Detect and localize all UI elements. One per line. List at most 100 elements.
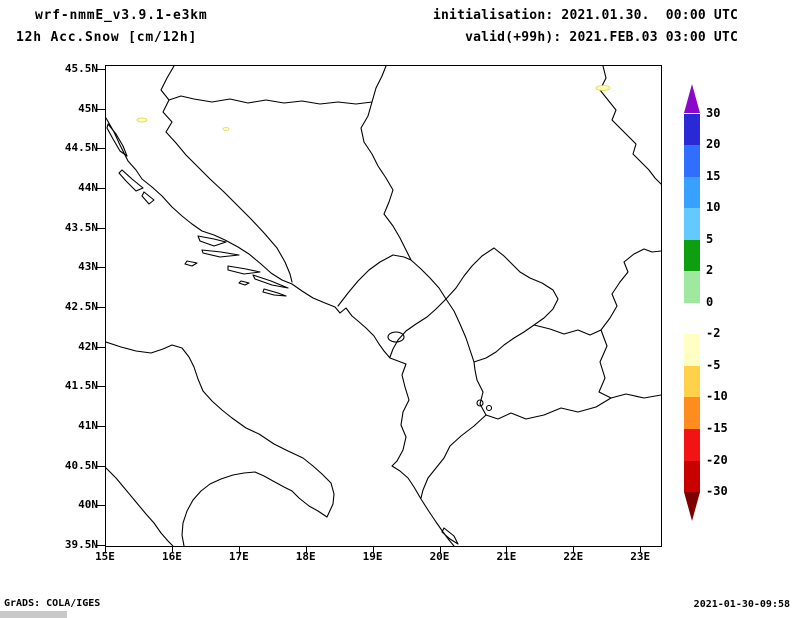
lat-tick-label: 43.5N — [64, 220, 98, 234]
colorbar-segment — [684, 397, 700, 430]
lon-tick-mark — [105, 546, 106, 553]
croatia-bosnia-border — [160, 66, 293, 283]
colorbar-level-label: 10 — [706, 200, 721, 215]
macedonia-bulgaria-border — [598, 329, 612, 399]
lon-tick-label: 19E — [362, 550, 383, 563]
model-title: wrf-nmmE_v3.9.1-e3km — [35, 8, 208, 23]
colorbar-segment — [684, 145, 700, 177]
lat-tick-label: 41N — [78, 418, 98, 432]
lon-tick-mark — [640, 546, 642, 553]
lon-tick-mark — [305, 546, 307, 553]
lat-tick-label: 40N — [78, 498, 98, 512]
lat-tick-label: 41.5N — [64, 379, 98, 393]
greece-bulgaria-border — [610, 393, 661, 399]
colorbar-segment — [684, 334, 700, 366]
colorbar-level-label: 30 — [706, 105, 721, 120]
lat-tick-label: 42.5N — [64, 299, 98, 313]
lat-tick-label: 45.5N — [64, 61, 98, 75]
lat-tick-mark — [97, 505, 105, 507]
colorbar-segment — [684, 460, 700, 493]
kosovo-border — [445, 247, 559, 363]
lon-tick-label: 15E — [95, 550, 115, 563]
map-svg — [106, 66, 661, 546]
colorbar-arrow-top — [684, 84, 700, 113]
valid-time: valid(+99h): 2021.FEB.03 03:00 UTC — [465, 30, 738, 45]
lat-tick-mark — [97, 108, 105, 110]
calabria-coastline — [106, 467, 174, 546]
montenegro-albania-border — [389, 298, 447, 358]
adriatic-east-coastline — [106, 117, 455, 546]
lat-tick-mark — [97, 425, 105, 427]
lon-tick-label: 22E — [563, 550, 584, 563]
colorbar-level-label: -20 — [706, 452, 728, 467]
colorbar-level-label: 0 — [706, 294, 714, 309]
colorbar-segment — [684, 239, 700, 272]
lon-tick-mark — [238, 546, 240, 553]
serbia-bulgaria-border — [600, 248, 661, 331]
map-frame — [105, 65, 662, 547]
lat-tick-mark — [97, 306, 105, 308]
serbia-romania-border — [599, 66, 661, 185]
lon-tick-label: 23E — [630, 550, 651, 563]
taskbar-sliver — [0, 611, 67, 618]
italy-coastline — [106, 341, 335, 546]
montenegro-serbia-border — [410, 259, 447, 300]
lat-tick-mark — [97, 386, 105, 388]
lat-tick-mark — [97, 346, 105, 348]
colorbar-arrow-bottom — [684, 492, 700, 522]
colorbar-level-label: -30 — [706, 484, 728, 499]
lon-tick-mark — [171, 546, 173, 553]
colorbar-segment — [684, 176, 700, 209]
colorbar-segment — [684, 302, 700, 335]
lat-tick-label: 44.5N — [64, 141, 98, 155]
initialisation-time: initialisation: 2021.01.30. 00:00 UTC — [432, 8, 738, 23]
lat-tick-mark — [97, 545, 105, 546]
macedonia-greece-border — [485, 397, 612, 420]
colorbar-segment — [684, 365, 700, 398]
colorbar-segment — [684, 271, 700, 303]
grads-credit: GrADS: COLA/IGES — [4, 598, 101, 609]
sava-danube-border — [168, 66, 387, 105]
lon-tick-mark — [372, 546, 374, 553]
lat-tick-mark — [97, 227, 105, 229]
snow-contour-speck — [222, 127, 230, 131]
lat-tick-mark — [97, 68, 105, 70]
lon-tick-label: 20E — [429, 550, 450, 563]
macedonia-serbia-border — [533, 324, 602, 336]
snow-contour-speck — [136, 117, 148, 123]
lat-tick-label: 39.5N — [64, 538, 98, 551]
lat-tick-mark — [97, 187, 105, 189]
colorbar-level-label: -2 — [706, 326, 721, 341]
snow-contour-speck — [595, 85, 611, 91]
lat-tick-label: 45N — [78, 101, 98, 115]
lake-scutari — [387, 331, 405, 343]
lat-tick-label: 44N — [78, 180, 98, 194]
colorbar-level-label: 20 — [706, 137, 721, 152]
lon-tick-mark — [439, 546, 441, 553]
colorbar-level-label: 2 — [706, 263, 714, 278]
lon-tick-mark — [573, 546, 575, 553]
montenegro-bosnia-border — [337, 254, 412, 307]
lat-tick-label: 42N — [78, 339, 98, 353]
colorbar-level-label: 15 — [706, 168, 721, 183]
render-timestamp: 2021-01-30-09:58 — [693, 599, 790, 610]
colorbar-segment — [684, 208, 700, 240]
lon-tick-label: 17E — [228, 550, 249, 563]
colorbar-level-label: -5 — [706, 357, 721, 372]
colorbar-level-label: 5 — [706, 231, 714, 246]
lat-tick-mark — [97, 465, 105, 467]
dalmatian-islands — [106, 123, 459, 545]
lat-tick-mark — [97, 148, 105, 150]
bosnia-serbia-border — [360, 101, 412, 261]
lon-tick-label: 16E — [161, 550, 182, 563]
lake-prespa — [485, 404, 493, 412]
kosovo-albania-border — [445, 298, 475, 363]
colorbar-segment — [684, 113, 700, 146]
colorbar-level-label: -15 — [706, 421, 728, 435]
colorbar-level-label: -10 — [706, 389, 728, 404]
lon-tick-label: 18E — [295, 550, 316, 563]
colorbar-segment — [684, 429, 700, 461]
lake-ohrid — [476, 399, 484, 407]
lat-tick-label: 43N — [78, 260, 98, 274]
